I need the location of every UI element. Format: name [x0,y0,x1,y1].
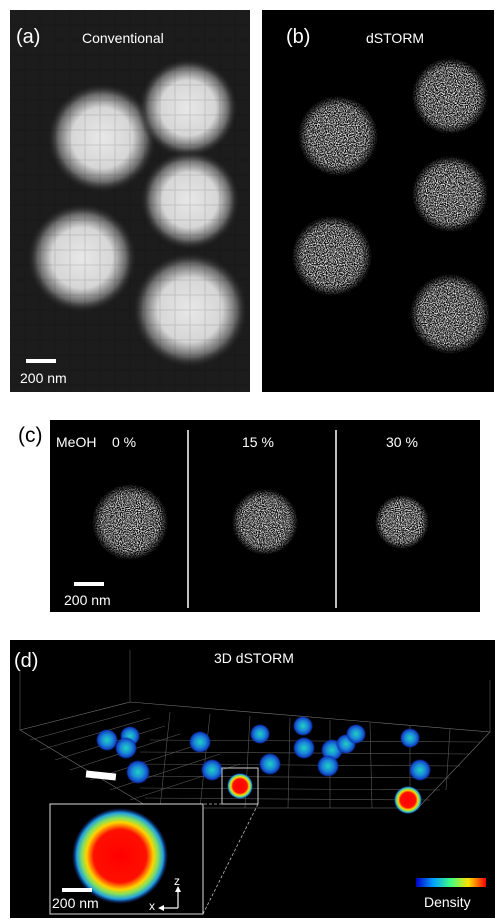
particle [346,724,366,744]
scale-bar [26,359,56,363]
solvent-label: MeOH [56,434,97,450]
3d-dstorm-render [19,650,491,915]
particle-0-percent [92,484,168,560]
z-axis-arrowhead [175,886,181,892]
dstorm-particle [410,274,490,354]
particle [317,755,339,777]
panel-b-dstorm: (b) dSTORM [262,10,494,392]
x-axis-arrowhead [158,905,164,911]
dstorm-particle [412,58,488,134]
panel-a-title: Conventional [82,30,164,46]
dstorm-particle [292,216,372,296]
particle [409,759,431,781]
inset-scale-label: 200 nm [52,895,99,911]
conventional-image [10,10,250,392]
particle [400,728,420,748]
particle-15-percent [232,489,298,555]
dstorm-image [292,58,490,354]
scale-bar [74,582,104,586]
particle [259,753,281,775]
panel-d-3d-dstorm: (d) 3D dSTORM 200 nm z x Density [10,640,495,918]
z-axis-label: z [174,874,180,888]
dstorm-particle [298,96,378,176]
particles [96,716,431,814]
scale-bar-label: 200 nm [64,592,111,608]
inset [49,803,204,915]
panel-a-conventional: (a) Conventional 200 nm [10,10,250,392]
panel-a-label: (a) [16,26,41,48]
particle [96,729,118,751]
particle [293,716,313,736]
particle [293,737,315,759]
zoom-line [202,803,259,915]
particle-30-percent [375,495,429,549]
inset-scale-bar [62,888,92,892]
x-axis-label: x [149,899,155,913]
inset-particle [72,808,168,904]
scale-bar-label: 200 nm [20,370,67,386]
3d-scale-bar [85,770,117,781]
particle-highlighted [394,786,422,814]
condition-label: 0 % [112,434,137,450]
panel-b-title: dSTORM [366,30,425,46]
particle [201,759,223,781]
panel-d-label: (d) [14,650,39,672]
particle [250,724,270,744]
particle-highlighted [227,773,253,799]
condition-label: 30 % [386,434,418,450]
3d-grid [19,650,491,809]
colorbar-label: Density [424,894,471,910]
panel-c-methanol-series: MeOH 0 % 15 % 30 % 200 nm [50,420,480,612]
panel-d-title: 3D dSTORM [214,650,294,666]
particle [115,737,137,759]
methanol-series-image [92,430,429,608]
density-colorbar [416,878,486,887]
particle [189,731,211,753]
particle [126,760,150,784]
dstorm-particle [412,156,488,232]
condition-label: 15 % [242,434,274,450]
selection-box [221,767,259,805]
panel-c-label: (c) [18,424,43,447]
panel-b-label: (b) [286,26,311,48]
